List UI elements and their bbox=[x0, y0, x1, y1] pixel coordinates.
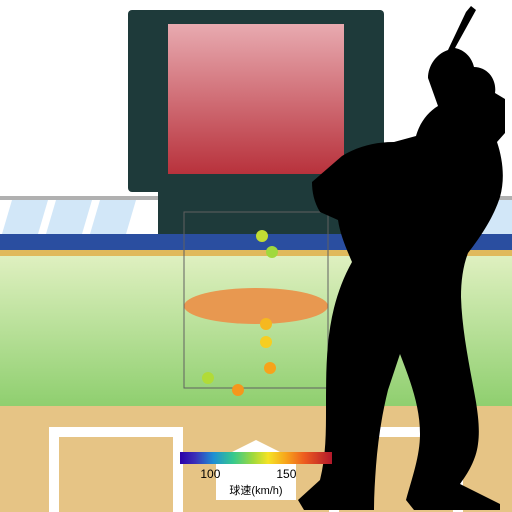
pitch-marker bbox=[202, 372, 214, 384]
pitch-marker bbox=[266, 246, 278, 258]
colorscale-tick: 150 bbox=[276, 467, 296, 481]
pitch-marker bbox=[256, 230, 268, 242]
pitch-marker bbox=[260, 336, 272, 348]
colorscale-tick: 100 bbox=[200, 467, 220, 481]
pitchers-mound bbox=[184, 288, 328, 324]
pitch-marker bbox=[260, 318, 272, 330]
scoreboard-screen bbox=[168, 24, 344, 174]
pitch-marker bbox=[232, 384, 244, 396]
colorscale-label: 球速(km/h) bbox=[229, 483, 282, 497]
pitch-marker bbox=[264, 362, 276, 374]
